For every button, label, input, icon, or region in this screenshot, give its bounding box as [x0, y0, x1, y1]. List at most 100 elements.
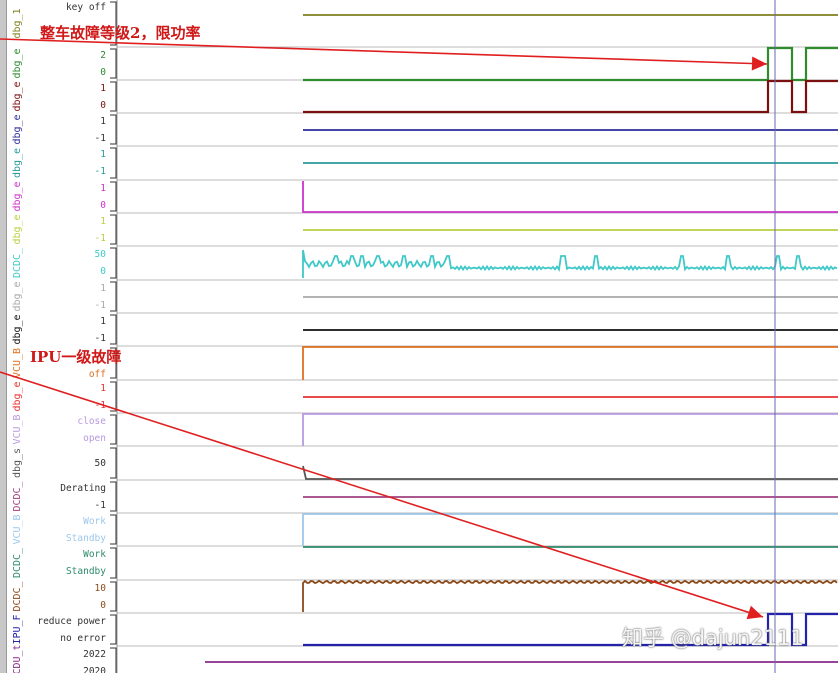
- axis-bracket: [110, 247, 117, 279]
- signal-name[interactable]: dbg_1: [12, 8, 23, 38]
- axis-bracket: [110, 1, 117, 46]
- scale-label: 1: [100, 283, 106, 294]
- signal-trace: [302, 346, 838, 380]
- scale-label: -1: [95, 333, 107, 344]
- scale-label: 0: [100, 266, 106, 277]
- scale-label: 1: [100, 116, 106, 127]
- scale-label: 0: [100, 67, 106, 78]
- axis-bracket: [110, 447, 117, 479]
- scale-label: 2022: [83, 649, 106, 660]
- signal-name[interactable]: dbg_e: [12, 314, 23, 344]
- axis-bracket: [110, 314, 117, 345]
- signal-lane[interactable]: DCDC_ 10 0: [12, 579, 838, 614]
- signal-lane[interactable]: dbg_e 1 -1: [12, 381, 838, 414]
- signal-lane[interactable]: dbg_e 1 -1: [12, 314, 838, 347]
- signal-lane[interactable]: dbg_e 1 -1: [12, 114, 838, 147]
- scale-label: -1: [95, 300, 107, 311]
- scale-label: 2020: [83, 666, 106, 673]
- axis-bracket: [110, 114, 117, 145]
- axis-bracket: [110, 647, 117, 673]
- annotation-ipu-level1-fault: IPU一级故障: [30, 348, 122, 366]
- scale-label: Derating: [60, 483, 106, 494]
- axis-bracket: [110, 347, 117, 379]
- signal-lane[interactable]: dbg_e 1 -1: [12, 214, 838, 247]
- signal-trace: [302, 513, 838, 546]
- scale-label: 0: [100, 200, 106, 211]
- signal-lane[interactable]: dbg_e 1 -1: [12, 281, 838, 314]
- scale-label: 1: [100, 83, 106, 94]
- signal-name[interactable]: dbg_e: [12, 381, 23, 411]
- signal-trace: [302, 249, 838, 278]
- arrow-to-fault-level: [0, 38, 768, 71]
- signal-lane[interactable]: DCDC_ 50 0: [12, 247, 838, 281]
- axis-bracket: [110, 147, 117, 179]
- scale-label: 2: [100, 50, 106, 61]
- scale-label: Standby: [66, 533, 106, 544]
- scale-label: no error: [60, 633, 106, 644]
- signal-name[interactable]: VCU_B: [12, 514, 23, 544]
- axis-bracket: [110, 214, 117, 245]
- scale-label: 1: [100, 183, 106, 194]
- signal-name[interactable]: DCDC_: [12, 480, 23, 511]
- signal-name[interactable]: CDU_t: [12, 644, 23, 673]
- scale-label: -1: [95, 400, 107, 411]
- scale-label: 0: [100, 600, 106, 611]
- scale-label: Standby: [66, 566, 106, 577]
- signal-lane[interactable]: DCDC_ Work Standby: [12, 546, 838, 581]
- axis-bracket: [110, 48, 117, 79]
- signal-lane[interactable]: dbg_e 1 0: [12, 79, 838, 114]
- axis-bracket: [110, 547, 117, 579]
- signal-name[interactable]: DCDC_: [12, 580, 23, 611]
- scale-label: open: [83, 433, 106, 444]
- axis-bracket: [110, 414, 117, 445]
- axis-bracket: [110, 281, 117, 312]
- signal-name[interactable]: dbg_e: [12, 181, 23, 211]
- signal-name[interactable]: dbg_e: [12, 281, 23, 311]
- scale-label: key off: [66, 2, 106, 13]
- arrow-to-ipu-fault: [0, 371, 764, 620]
- signal-name[interactable]: dbg_e: [12, 81, 23, 111]
- signal-name[interactable]: dbg_e: [12, 114, 23, 144]
- signal-lane[interactable]: dbg_e 1 0: [12, 181, 838, 214]
- signal-name[interactable]: dbg_e: [12, 148, 23, 178]
- signal-name[interactable]: dbg_s: [12, 448, 23, 478]
- signal-lane[interactable]: dbg_e 2 0: [12, 46, 838, 82]
- signal-name[interactable]: DCDC_: [12, 247, 23, 278]
- signal-lane[interactable]: CDU_t 2022 2020: [12, 644, 838, 673]
- axis-bracket: [110, 581, 117, 612]
- signal-name[interactable]: IPU_F: [12, 614, 23, 644]
- scale-label: 1: [100, 316, 106, 327]
- axis-bracket: [110, 81, 117, 112]
- vertical-scrollbar[interactable]: [0, 0, 7, 673]
- signal-trace: [303, 46, 838, 82]
- scale-label: close: [77, 416, 106, 427]
- scale-label: off: [89, 369, 106, 380]
- signal-name[interactable]: VCU_B: [12, 414, 23, 444]
- axis-bracket: [110, 381, 117, 412]
- signal-name[interactable]: dbg_e: [12, 214, 23, 244]
- watermark: 知乎 @dajun2111: [622, 626, 804, 650]
- scale-label: 1: [100, 149, 106, 160]
- signal-trace: [302, 579, 838, 612]
- signal-lane[interactable]: DCDC_ Derating -1: [12, 480, 838, 514]
- signal-lane[interactable]: dbg_e 1 -1: [12, 147, 838, 181]
- scale-label: -1: [95, 500, 107, 511]
- annotation-vehicle-fault-level2: 整车故障等级2，限功率: [40, 24, 201, 42]
- signal-lane[interactable]: VCU_B Work Standby: [12, 513, 838, 547]
- signal-trace: [302, 465, 838, 480]
- signal-lane[interactable]: dbg_s 50: [12, 447, 838, 481]
- scale-label: 50: [95, 458, 107, 469]
- scale-label: -1: [95, 133, 107, 144]
- axis-bracket: [110, 481, 117, 512]
- scale-label: reduce power: [37, 616, 106, 627]
- signal-name[interactable]: DCDC_: [12, 547, 23, 578]
- scale-label: Work: [83, 549, 106, 560]
- scale-label: 50: [95, 249, 107, 260]
- signal-lane[interactable]: IPU_F reduce power no error: [12, 612, 838, 647]
- signal-name[interactable]: VCU_B: [12, 348, 23, 378]
- signal-name[interactable]: dbg_e: [12, 48, 23, 78]
- signal-lane[interactable]: VCU_B close open: [12, 413, 838, 447]
- scale-label: 10: [95, 583, 107, 594]
